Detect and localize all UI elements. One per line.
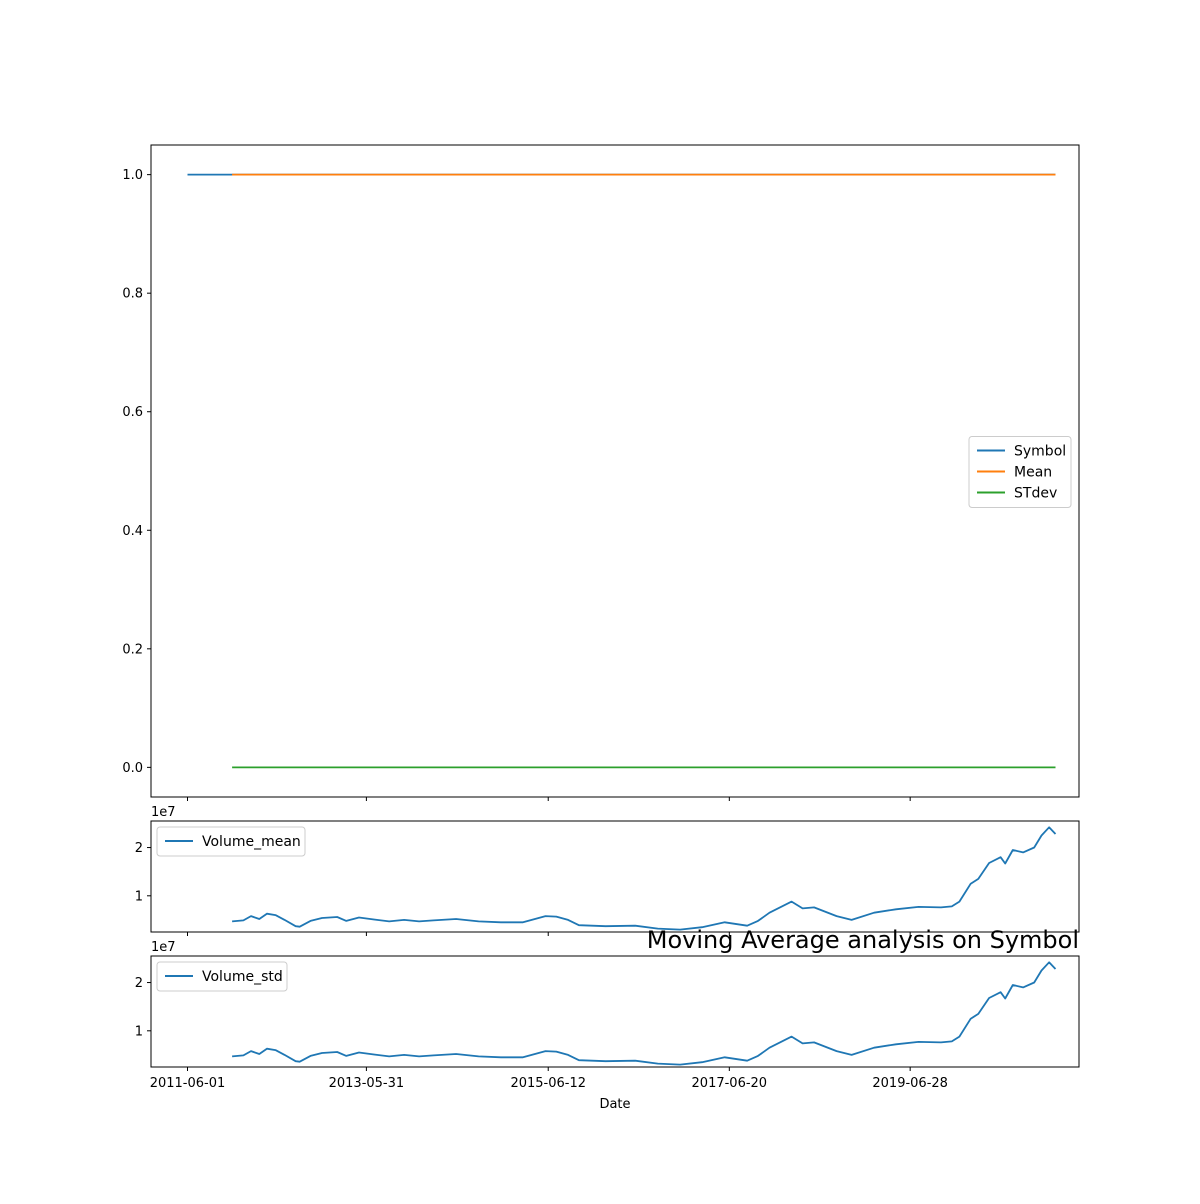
- chart-2: 1 2 1e7 Volume_mean: [135, 805, 1080, 936]
- offset-label: 1e7: [151, 940, 176, 955]
- legend-box: [156, 826, 306, 857]
- series-line-volume_std: [232, 961, 1057, 1066]
- x-tick-label: 2011-06-01: [150, 1076, 226, 1091]
- y-tick-label: 0.8: [122, 287, 143, 302]
- y-tick-label: 1.0: [122, 168, 143, 183]
- legend-label-volume_std: Volume_std: [202, 969, 283, 985]
- legend-box: [968, 436, 1072, 508]
- legend-label-symbol: Symbol: [1014, 444, 1066, 460]
- x-tick-label: 2013-05-31: [329, 1076, 405, 1091]
- y-tick-label: 1: [135, 889, 143, 904]
- legend-label-mean: Mean: [1014, 465, 1052, 481]
- legend: Volume_mean: [156, 826, 306, 857]
- x-tick-label: 2017-06-20: [692, 1076, 768, 1091]
- axes-frame: [150, 144, 1080, 798]
- axes-frame: [150, 955, 1080, 1068]
- y-tick-label: 0.4: [122, 524, 143, 539]
- chart-title: Moving Average analysis on Symbol: [647, 926, 1079, 954]
- x-tick-label: 2015-06-12: [510, 1076, 586, 1091]
- offset-label: 1e7: [151, 805, 176, 820]
- legend-label-volume_mean: Volume_mean: [202, 834, 301, 850]
- series-line-volume_mean: [232, 826, 1057, 931]
- legend-label-stdev: STdev: [1014, 486, 1057, 502]
- x-tick-label: 2019-06-28: [872, 1076, 948, 1091]
- chart-3: 1 2 2011-06-01 2013-05-31 2015-06-12 2017-06-…: [135, 926, 1080, 1112]
- axes-frame: [150, 820, 1080, 933]
- chart-1: 0.0 0.2 0.4 0.6 0.8 1.0 Symbol Mean STdev: [122, 144, 1080, 801]
- y-tick-label: 2: [135, 841, 143, 856]
- legend-box: [156, 961, 288, 992]
- y-tick-label: 1: [135, 1024, 143, 1039]
- legend: Volume_std: [156, 961, 288, 992]
- y-tick-label: 2: [135, 976, 143, 991]
- legend: Symbol Mean STdev: [968, 436, 1072, 508]
- y-tick-label: 0.0: [122, 761, 143, 776]
- y-tick-label: 0.2: [122, 642, 143, 657]
- x-axis-label: Date: [599, 1097, 630, 1112]
- y-tick-label: 0.6: [122, 405, 143, 420]
